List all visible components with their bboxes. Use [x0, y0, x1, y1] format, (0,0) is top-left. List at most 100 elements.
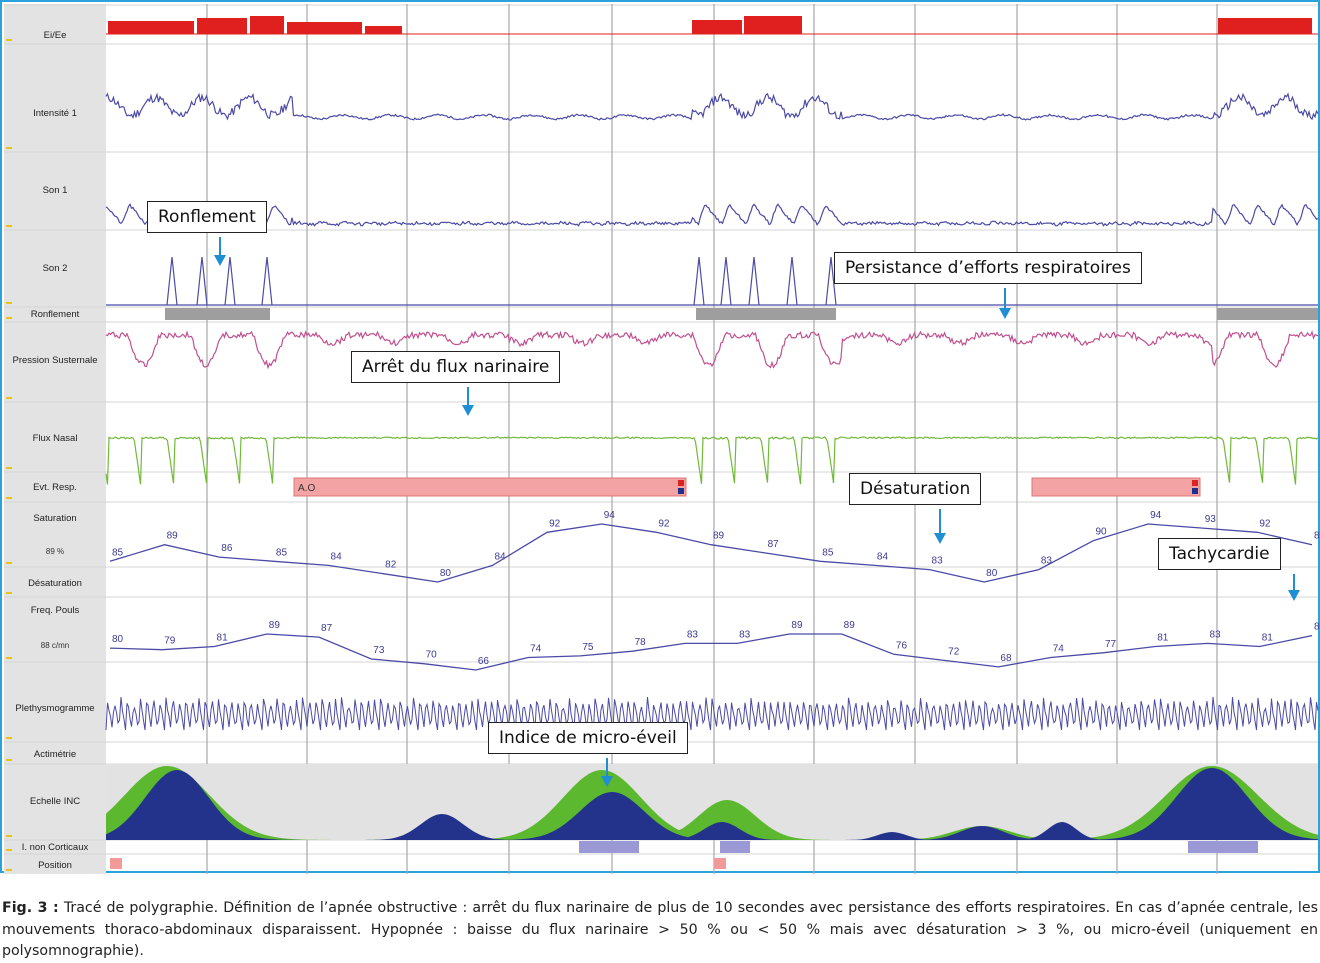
channel-label: Son 2	[43, 263, 68, 274]
pulse-value-label: 81	[1262, 633, 1274, 644]
channel-marker	[6, 737, 12, 739]
saturation-value-label: 90	[1095, 527, 1107, 538]
channel-label: Ronflement	[31, 309, 80, 320]
saturation-line	[109, 523, 1313, 583]
apnea-event-marker	[678, 480, 684, 486]
pulse-line	[109, 633, 1313, 671]
pulse-value-label: 70	[426, 650, 438, 661]
apnea-event-label: A.O	[298, 483, 315, 494]
callout-persistance: Persistance d’efforts respiratoires	[834, 252, 1142, 284]
ei-ee-bar	[250, 16, 284, 34]
inc-navy-area	[106, 768, 1318, 840]
channel-label: Plethysmogramme	[15, 703, 94, 714]
channel-marker	[6, 397, 12, 399]
saturation-value-label: 83	[1041, 556, 1053, 567]
non-cortical-bar	[720, 841, 750, 853]
channel-marker	[6, 849, 12, 851]
label-panel	[4, 4, 106, 874]
callout-micro-eveil: Indice de micro-éveil	[488, 722, 688, 754]
channel-label: Echelle INC	[30, 796, 80, 807]
channel-marker	[6, 592, 12, 594]
channel-label: Intensité 1	[33, 108, 77, 119]
non-cortical-bar	[1188, 841, 1258, 853]
son2-spike	[786, 256, 798, 306]
non-cortical-bar	[579, 841, 639, 853]
pulse-value-label: 78	[635, 637, 647, 648]
pulse-value-label: 83	[739, 629, 751, 640]
saturation-value-label: 83	[932, 556, 944, 567]
pulse-value-label: 80	[112, 634, 124, 645]
channel-label: I. non Corticaux	[22, 842, 89, 853]
position-marker	[110, 858, 122, 869]
pulse-value-label: 74	[1053, 643, 1065, 654]
pression-trace	[105, 330, 1319, 370]
son1-trace	[105, 203, 1319, 227]
saturation-value-label: 92	[1259, 518, 1271, 529]
intensite-trace	[105, 92, 1319, 121]
plethysmogram-trace	[105, 696, 1319, 731]
channel-label: Flux Nasal	[33, 433, 78, 444]
pulse-value-label: 76	[896, 640, 908, 651]
channel-marker	[6, 467, 12, 469]
pulse-value-label: 88	[1314, 622, 1320, 633]
pulse-value-label: 79	[164, 636, 176, 647]
saturation-value-label: 92	[549, 518, 561, 529]
snore-bar	[1217, 308, 1318, 320]
saturation-value-label: 85	[822, 547, 834, 558]
callout-arret: Arrêt du flux narinaire	[351, 351, 561, 383]
pulse-value-label: 72	[948, 647, 960, 658]
pulse-value-label: 77	[1105, 639, 1117, 650]
pulse-value-label: 89	[791, 620, 803, 631]
saturation-value-label: 84	[494, 551, 506, 562]
pulse-value-label: 89	[844, 620, 856, 631]
channel-label: Position	[38, 860, 72, 871]
pulse-value-label: 83	[687, 629, 699, 640]
channel-marker	[6, 562, 12, 564]
pulse-value-label: 81	[217, 633, 229, 644]
callout-ronflement-text: Ronflement	[158, 207, 256, 227]
saturation-value-label: 85	[112, 547, 124, 558]
callout-desaturation-text: Désaturation	[860, 479, 971, 499]
flux-nasal-trace	[105, 436, 1319, 485]
channel-marker	[6, 657, 12, 659]
channel-marker	[6, 39, 12, 41]
pulse-value-label: 89	[269, 620, 281, 631]
son2-spike	[224, 256, 236, 306]
pulse-value-label: 87	[321, 623, 333, 634]
son2-spike	[720, 256, 732, 306]
figure-caption: Fig. 3 : Tracé de polygraphie. Définitio…	[2, 898, 1318, 963]
apnea-event-marker	[1192, 488, 1198, 494]
callout-tachycardie: Tachycardie	[1158, 538, 1281, 570]
snore-bar	[696, 308, 836, 320]
channel-label: Saturation	[33, 513, 76, 524]
apnea-event-bar	[1031, 477, 1201, 497]
saturation-value-label: 89	[713, 531, 725, 542]
channel-label: Pression Susternale	[12, 355, 97, 366]
channel-marker	[6, 225, 12, 227]
saturation-value-label: 94	[604, 510, 616, 521]
channel-marker	[6, 759, 12, 761]
saturation-value-label: 80	[440, 568, 452, 579]
saturation-value-label: 84	[877, 551, 889, 562]
pulse-value-label: 74	[530, 643, 542, 654]
ei-ee-bar	[365, 26, 402, 34]
son2-spike	[693, 256, 705, 306]
channel-marker	[6, 302, 12, 304]
ei-ee-bar	[744, 16, 802, 34]
snore-bar	[165, 308, 270, 320]
ei-ee-bar	[197, 18, 247, 34]
apnea-event-marker	[678, 488, 684, 494]
channel-label: Ei/Ee	[44, 30, 67, 41]
saturation-value-label: 86	[221, 543, 233, 554]
apnea-event-bar	[293, 477, 687, 497]
son2-spike	[196, 256, 208, 306]
saturation-value-label: 80	[986, 568, 998, 579]
saturation-value-label: 82	[385, 560, 397, 571]
saturation-value-label: 89	[167, 531, 179, 542]
channel-readout: 89 %	[46, 547, 64, 556]
pulse-value-label: 81	[1157, 633, 1169, 644]
pulse-value-label: 66	[478, 656, 490, 667]
callout-arret-text: Arrêt du flux narinaire	[362, 357, 550, 377]
ei-ee-bar	[1218, 18, 1312, 34]
channel-marker	[6, 835, 12, 837]
